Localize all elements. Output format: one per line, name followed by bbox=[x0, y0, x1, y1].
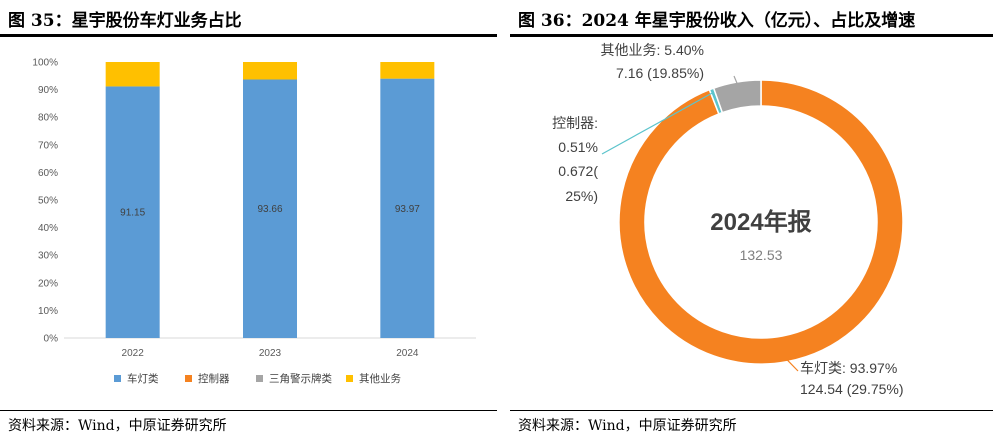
left-figure-title: 图 35：星宇股份车灯业务占比 bbox=[8, 11, 242, 31]
slice-label: 车灯类: 93.97% bbox=[800, 360, 897, 376]
x-tick-label: 2023 bbox=[259, 348, 282, 359]
bar-data-label: 91.15 bbox=[120, 208, 145, 219]
y-tick-label: 70% bbox=[38, 140, 58, 151]
right-figure-title: 图 36：2024 年星宇股份收入（亿元）、占比及增速 bbox=[518, 11, 916, 31]
legend-label: 其他业务 bbox=[359, 372, 401, 385]
bar-data-label: 93.66 bbox=[257, 204, 282, 215]
leader-line bbox=[786, 359, 799, 372]
left-source-rule bbox=[0, 410, 497, 411]
left-source-note: 资料来源：Wind，中原证券研究所 bbox=[8, 418, 227, 434]
legend-label: 三角警示牌类 bbox=[269, 372, 332, 385]
bar-segment bbox=[380, 78, 435, 339]
y-tick-label: 30% bbox=[38, 251, 58, 262]
leader-line bbox=[601, 92, 714, 155]
y-tick-label: 40% bbox=[38, 223, 58, 234]
legend-swatch bbox=[185, 375, 192, 382]
slice-label: 25%) bbox=[565, 188, 598, 204]
slice-label: 7.16 (19.85%) bbox=[616, 65, 704, 81]
y-tick-label: 60% bbox=[38, 168, 58, 179]
slice-label: 其他业务: 5.40% bbox=[601, 42, 704, 58]
legend-swatch bbox=[114, 375, 121, 382]
slice-label: 124.54 (29.75%) bbox=[800, 381, 904, 397]
slice-label: 0.51% bbox=[558, 139, 598, 155]
y-tick-label: 20% bbox=[38, 278, 58, 289]
right-title-rule bbox=[510, 34, 993, 37]
y-tick-label: 90% bbox=[38, 85, 58, 96]
bar-segment bbox=[380, 62, 435, 79]
y-tick-label: 50% bbox=[38, 196, 58, 207]
leader-line bbox=[733, 75, 738, 85]
donut-center-value: 132.53 bbox=[740, 247, 783, 263]
left-title-rule bbox=[0, 34, 497, 37]
y-tick-label: 100% bbox=[32, 58, 58, 69]
bar-data-label: 93.97 bbox=[395, 204, 420, 215]
right-source-rule bbox=[510, 410, 993, 411]
legend-swatch bbox=[346, 375, 353, 382]
y-tick-label: 10% bbox=[38, 306, 58, 317]
y-tick-label: 80% bbox=[38, 113, 58, 124]
legend-swatch bbox=[256, 375, 263, 382]
donut-slice bbox=[618, 79, 904, 365]
donut-center-title: 2024年报 bbox=[710, 208, 811, 236]
bar-segment bbox=[105, 86, 160, 338]
bar-segment bbox=[105, 62, 160, 87]
donut-slice bbox=[712, 79, 762, 114]
slice-label: 0.672( bbox=[558, 163, 598, 179]
x-tick-label: 2022 bbox=[122, 348, 145, 359]
right-source-note: 资料来源：Wind，中原证券研究所 bbox=[518, 418, 737, 434]
legend-label: 车灯类 bbox=[127, 372, 159, 385]
left-panel: 图 35：星宇股份车灯业务占比 0% 10% 20% 30% 40% 50% 60% 70% 8… bbox=[0, 11, 497, 434]
bar-segment bbox=[243, 79, 297, 338]
bar-segment bbox=[243, 62, 297, 80]
right-panel: 图 36：2024 年星宇股份收入（亿元）、占比及增速 2024年报 132.53… bbox=[510, 0, 993, 442]
slice-label: 控制器: bbox=[552, 115, 598, 131]
x-tick-label: 2024 bbox=[396, 348, 419, 359]
donut-chart: 2024年报 132.53 车灯类: 93.97% 124.54 (29.75%) 控制… bbox=[552, 42, 904, 397]
y-tick-label: 0% bbox=[44, 334, 59, 345]
legend-label: 控制器 bbox=[198, 372, 230, 385]
stacked-bar-chart: 0% 10% 20% 30% 40% 50% 60% 70% 80% 90% 100% 91.15 20… bbox=[32, 58, 476, 385]
